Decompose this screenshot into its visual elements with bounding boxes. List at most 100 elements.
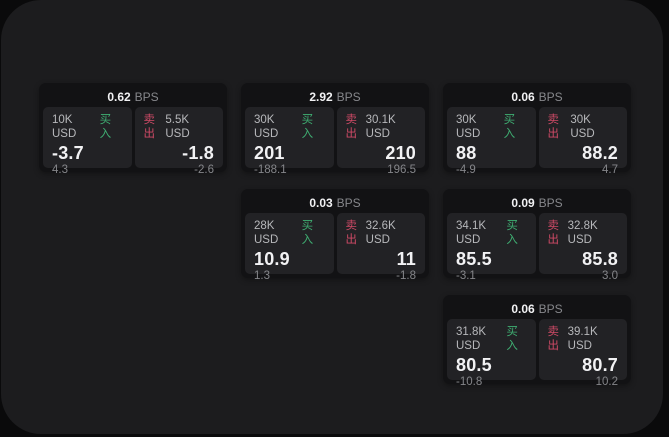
- quote-card: 0.62 BPS 10K USD 买入 -3.7 4.3 卖出 5.5K USD…: [39, 83, 227, 176]
- sell-side-label: 卖出: [345, 114, 358, 140]
- sell-panel[interactable]: 卖出 30K USD 88.2 4.7: [538, 107, 627, 176]
- sell-side-label: 卖出: [345, 220, 358, 246]
- buy-panel[interactable]: 34.1K USD 买入 85.5 -3.1: [447, 213, 536, 282]
- sell-price: 80.7: [582, 355, 618, 375]
- buy-side-label: 买入: [503, 114, 516, 140]
- buy-delta: -10.8: [456, 376, 483, 388]
- buy-panel-top: 28K USD 买入: [254, 219, 325, 247]
- sell-amount: 32.6K USD: [365, 220, 396, 246]
- sell-side-label: 卖出: [547, 326, 560, 352]
- bps-header: 0.09 BPS: [447, 193, 627, 213]
- buy-side-label: 买入: [99, 114, 112, 140]
- sell-amount: 30.1K USD: [365, 114, 396, 140]
- buy-price: -3.7: [52, 143, 84, 163]
- sell-delta: 196.5: [387, 164, 416, 176]
- sell-panel-top: 卖出 32.6K USD: [346, 219, 417, 247]
- sell-price: 85.8: [582, 249, 618, 269]
- buy-side-label: 买入: [301, 114, 314, 140]
- sell-panel[interactable]: 卖出 30.1K USD 210 196.5: [336, 107, 425, 176]
- sell-panel[interactable]: 卖出 39.1K USD 80.7 10.2: [538, 319, 627, 388]
- bps-header: 0.06 BPS: [447, 87, 627, 107]
- buy-side-label: 买入: [506, 326, 518, 352]
- buy-panel[interactable]: 30K USD 买入 88 -4.9: [447, 107, 536, 176]
- buy-panel[interactable]: 30K USD 买入 201 -188.1: [245, 107, 334, 176]
- buy-amount: 10K USD: [52, 114, 77, 140]
- sell-amount: 39.1K USD: [567, 326, 598, 352]
- bps-value: 0.06: [511, 302, 535, 316]
- quote-card: 0.03 BPS 28K USD 买入 10.9 1.3 卖出 32.6K US…: [241, 189, 429, 282]
- sell-price: -1.8: [182, 143, 214, 163]
- bps-unit-label: BPS: [538, 302, 563, 316]
- bps-value: 0.62: [107, 90, 131, 104]
- sell-panel-top: 卖出 30.1K USD: [346, 113, 417, 141]
- sell-price: 11: [396, 249, 416, 269]
- buy-price: 88: [456, 143, 477, 163]
- quotes-grid: 0.62 BPS 10K USD 买入 -3.7 4.3 卖出 5.5K USD…: [39, 83, 631, 388]
- sell-panel[interactable]: 卖出 5.5K USD -1.8 -2.6: [134, 107, 223, 176]
- quote-card: 0.09 BPS 34.1K USD 买入 85.5 -3.1 卖出 32.8K…: [443, 189, 631, 282]
- bps-unit-label: BPS: [134, 90, 159, 104]
- bps-header: 0.06 BPS: [447, 299, 627, 319]
- sell-delta: -2.6: [194, 164, 214, 176]
- sell-delta: -1.8: [396, 270, 416, 282]
- sell-price: 210: [385, 143, 416, 163]
- buy-panel[interactable]: 28K USD 买入 10.9 1.3: [245, 213, 334, 282]
- card-body: 10K USD 买入 -3.7 4.3 卖出 5.5K USD -1.8 -2.…: [43, 107, 223, 176]
- bps-unit-label: BPS: [538, 196, 563, 210]
- buy-delta: -188.1: [254, 164, 287, 176]
- bps-unit-label: BPS: [336, 90, 361, 104]
- sell-panel[interactable]: 卖出 32.8K USD 85.8 3.0: [538, 213, 627, 282]
- buy-panel[interactable]: 10K USD 买入 -3.7 4.3: [43, 107, 132, 176]
- quote-card: 0.06 BPS 31.8K USD 买入 80.5 -10.8 卖出 39.1…: [443, 295, 631, 388]
- buy-side-label: 买入: [301, 220, 314, 246]
- bps-value: 0.03: [309, 196, 333, 210]
- buy-delta: 4.3: [52, 164, 68, 176]
- buy-price: 85.5: [456, 249, 492, 269]
- sell-panel-top: 卖出 5.5K USD: [144, 113, 215, 141]
- buy-panel[interactable]: 31.8K USD 买入 80.5 -10.8: [447, 319, 536, 388]
- bps-unit-label: BPS: [336, 196, 361, 210]
- sell-delta: 4.7: [602, 164, 618, 176]
- buy-amount: 31.8K USD: [456, 326, 487, 352]
- sell-panel-top: 卖出 32.8K USD: [548, 219, 619, 247]
- sell-side-label: 卖出: [143, 114, 156, 140]
- bps-header: 2.92 BPS: [245, 87, 425, 107]
- sell-side-label: 卖出: [547, 220, 560, 246]
- buy-price: 80.5: [456, 355, 492, 375]
- buy-amount: 34.1K USD: [456, 220, 487, 246]
- card-body: 28K USD 买入 10.9 1.3 卖出 32.6K USD 11 -1.8: [245, 213, 425, 282]
- buy-amount: 30K USD: [456, 114, 481, 140]
- sell-amount: 30K USD: [570, 114, 595, 140]
- buy-delta: -4.9: [456, 164, 476, 176]
- sell-panel-top: 卖出 30K USD: [548, 113, 619, 141]
- sell-panel[interactable]: 卖出 32.6K USD 11 -1.8: [336, 213, 425, 282]
- buy-delta: -3.1: [456, 270, 476, 282]
- bps-value: 2.92: [309, 90, 333, 104]
- quote-card: 0.06 BPS 30K USD 买入 88 -4.9 卖出 30K USD 8…: [443, 83, 631, 176]
- buy-side-label: 买入: [506, 220, 518, 246]
- card-body: 30K USD 买入 88 -4.9 卖出 30K USD 88.2 4.7: [447, 107, 627, 176]
- buy-panel-top: 10K USD 买入: [52, 113, 123, 141]
- bps-value: 0.06: [511, 90, 535, 104]
- buy-amount: 30K USD: [254, 114, 279, 140]
- card-body: 30K USD 买入 201 -188.1 卖出 30.1K USD 210 1…: [245, 107, 425, 176]
- sell-amount: 32.8K USD: [567, 220, 598, 246]
- card-body: 34.1K USD 买入 85.5 -3.1 卖出 32.8K USD 85.8…: [447, 213, 627, 282]
- card-body: 31.8K USD 买入 80.5 -10.8 卖出 39.1K USD 80.…: [447, 319, 627, 388]
- buy-panel-top: 31.8K USD 买入: [456, 325, 527, 353]
- sell-delta: 3.0: [602, 270, 618, 282]
- bps-header: 0.62 BPS: [43, 87, 223, 107]
- buy-panel-top: 30K USD 买入: [456, 113, 527, 141]
- sell-delta: 10.2: [595, 376, 618, 388]
- buy-amount: 28K USD: [254, 220, 279, 246]
- bps-header: 0.03 BPS: [245, 193, 425, 213]
- sell-side-label: 卖出: [547, 114, 560, 140]
- sell-price: 88.2: [582, 143, 618, 163]
- sell-panel-top: 卖出 39.1K USD: [548, 325, 619, 353]
- bps-value: 0.09: [511, 196, 535, 210]
- buy-panel-top: 34.1K USD 买入: [456, 219, 527, 247]
- buy-panel-top: 30K USD 买入: [254, 113, 325, 141]
- bps-unit-label: BPS: [538, 90, 563, 104]
- quote-card: 2.92 BPS 30K USD 买入 201 -188.1 卖出 30.1K …: [241, 83, 429, 176]
- buy-price: 201: [254, 143, 285, 163]
